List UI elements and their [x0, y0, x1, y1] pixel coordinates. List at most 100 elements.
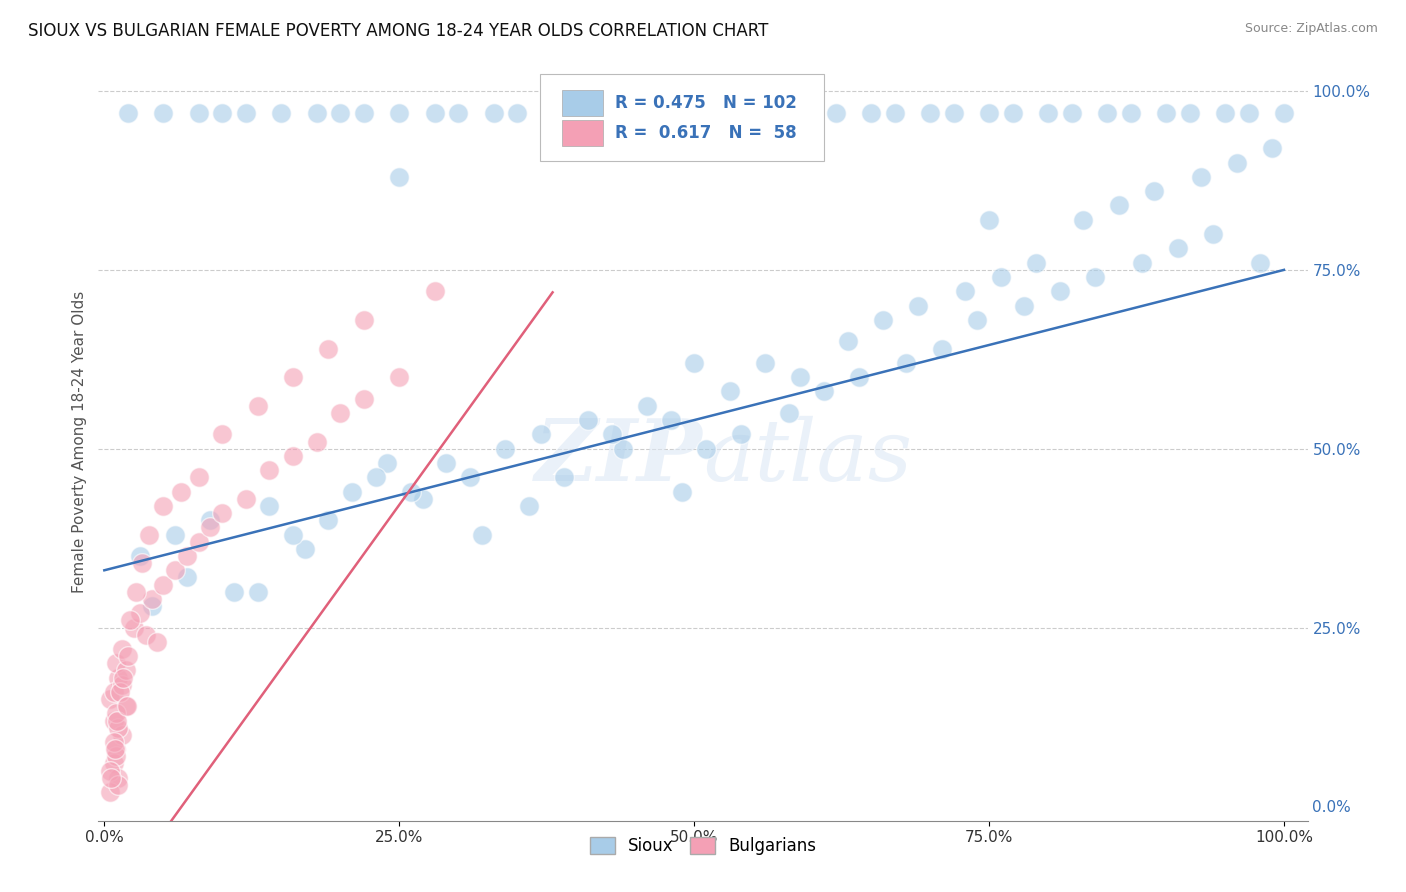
Point [1119, 105, 1142, 120]
Point [648, 105, 671, 120]
Point [388, 169, 411, 184]
Point [730, 427, 752, 442]
Point [412, 491, 434, 506]
Point [1025, 256, 1047, 270]
Point [683, 356, 706, 370]
Point [837, 334, 859, 349]
Point [138, 527, 160, 541]
Point [128, 549, 150, 563]
Point [423, 105, 446, 120]
Point [270, 105, 292, 120]
Point [131, 556, 153, 570]
FancyBboxPatch shape [561, 120, 603, 145]
Point [305, 434, 328, 449]
Point [176, 570, 198, 584]
Point [353, 392, 375, 406]
Point [107, 771, 129, 785]
Point [152, 499, 174, 513]
Point [117, 105, 139, 120]
FancyBboxPatch shape [540, 74, 824, 161]
Point [200, 520, 222, 534]
Point [100, 771, 122, 785]
Point [111, 728, 134, 742]
Point [105, 749, 128, 764]
Point [105, 657, 128, 671]
Point [553, 470, 575, 484]
Point [848, 370, 870, 384]
Point [778, 406, 800, 420]
Point [589, 105, 612, 120]
Point [977, 212, 1000, 227]
Y-axis label: Female Poverty Among 18-24 Year Olds: Female Poverty Among 18-24 Year Olds [72, 291, 87, 592]
Point [103, 714, 125, 728]
Point [706, 105, 728, 120]
Point [907, 299, 929, 313]
Point [246, 399, 269, 413]
Text: SIOUX VS BULGARIAN FEMALE POVERTY AMONG 18-24 YEAR OLDS CORRELATION CHART: SIOUX VS BULGARIAN FEMALE POVERTY AMONG … [28, 22, 769, 40]
Point [187, 105, 209, 120]
Point [281, 370, 304, 384]
Point [824, 105, 846, 120]
Point [235, 105, 257, 120]
Point [683, 105, 706, 120]
Point [920, 105, 942, 120]
Point [152, 105, 174, 120]
Point [565, 105, 588, 120]
Point [1084, 270, 1107, 285]
Point [671, 484, 693, 499]
Point [742, 105, 765, 120]
Point [111, 642, 134, 657]
Point [246, 584, 269, 599]
Point [176, 549, 198, 563]
Point [612, 442, 634, 456]
Point [259, 499, 281, 513]
Point [364, 470, 387, 484]
Point [146, 635, 169, 649]
Point [1213, 105, 1236, 120]
Point [105, 742, 128, 756]
Point [789, 370, 811, 384]
Point [141, 591, 163, 606]
Point [104, 742, 127, 756]
Point [1060, 105, 1083, 120]
Point [114, 664, 136, 678]
Point [1014, 299, 1036, 313]
Point [1108, 198, 1130, 212]
Point [103, 756, 125, 771]
Point [388, 370, 411, 384]
Point [135, 628, 157, 642]
Point [765, 105, 787, 120]
Point [187, 534, 209, 549]
Point [115, 699, 138, 714]
Point [1001, 105, 1024, 120]
Text: R = 0.475   N = 102: R = 0.475 N = 102 [614, 94, 797, 112]
Point [883, 105, 905, 120]
Point [259, 463, 281, 477]
Point [517, 499, 540, 513]
Point [1272, 105, 1295, 120]
Point [1132, 256, 1154, 270]
Point [458, 470, 481, 484]
Point [98, 785, 121, 799]
Point [482, 105, 505, 120]
Point [141, 599, 163, 613]
Point [1249, 256, 1271, 270]
Point [530, 427, 553, 442]
Point [1049, 285, 1071, 299]
Point [977, 105, 1000, 120]
Point [576, 413, 599, 427]
Point [1073, 212, 1095, 227]
Point [187, 470, 209, 484]
Point [122, 620, 145, 634]
Legend: Sioux, Bulgarians: Sioux, Bulgarians [583, 830, 823, 862]
Point [872, 313, 894, 327]
Point [860, 105, 883, 120]
Point [165, 527, 187, 541]
Point [423, 285, 446, 299]
Point [896, 356, 918, 370]
Point [98, 764, 121, 778]
Point [222, 584, 245, 599]
Point [399, 484, 422, 499]
Point [165, 563, 187, 577]
Point [1237, 105, 1260, 120]
